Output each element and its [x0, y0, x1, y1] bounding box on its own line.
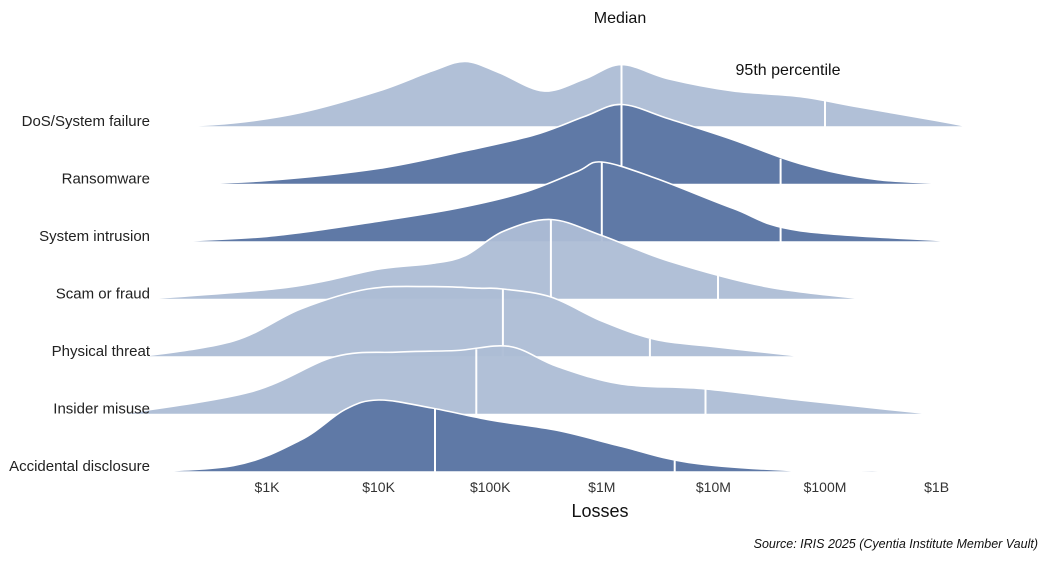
- ridge-dos-system-failure: [168, 60, 971, 128]
- ridge-system-intrusion: [150, 161, 971, 243]
- category-label-accidental-disclosure: Accidental disclosure: [9, 458, 150, 475]
- x-tick-label: $1K: [255, 479, 281, 495]
- category-label-scam-or-fraud: Scam or fraud: [56, 286, 150, 303]
- x-tick-label: $10K: [362, 479, 395, 495]
- x-tick-label: $100M: [804, 479, 847, 495]
- density-area-accidental-disclosure: [126, 399, 957, 473]
- source-note: Source: IRIS 2025 (Cyentia Institute Mem…: [754, 537, 1038, 551]
- ridge-accidental-disclosure: [126, 399, 957, 473]
- category-labels: DoS/System failure Ransomware System intru…: [9, 113, 151, 475]
- ridge-ransomware: [168, 103, 982, 186]
- x-tick-label: $1B: [924, 479, 949, 495]
- density-area-scam-or-fraud: [138, 218, 870, 301]
- ridge-scam-or-fraud: [138, 218, 870, 301]
- density-area-insider-misuse: [116, 345, 937, 416]
- x-tick-label: $100K: [470, 479, 511, 495]
- density-area-physical-threat: [137, 285, 808, 358]
- x-axis-ticks: $1K $10K $100K $1M $10M $100M $1B: [255, 479, 950, 495]
- p95-annotation: 95th percentile: [736, 62, 841, 79]
- category-label-insider-misuse: Insider misuse: [53, 401, 150, 418]
- density-area-dos-system-failure: [168, 60, 971, 128]
- ridge-insider-misuse: [116, 345, 937, 416]
- median-annotation: Median: [594, 10, 646, 27]
- density-area-ransomware: [168, 103, 982, 186]
- density-area-system-intrusion: [150, 161, 971, 243]
- category-label-dos-system-failure: DoS/System failure: [22, 113, 150, 130]
- category-label-ransomware: Ransomware: [62, 171, 150, 188]
- x-tick-label: $10M: [696, 479, 731, 495]
- category-label-physical-threat: Physical threat: [52, 343, 151, 360]
- x-tick-label: $1M: [588, 479, 615, 495]
- ridges-group: [116, 60, 982, 473]
- x-axis-label: Losses: [571, 501, 628, 521]
- category-label-system-intrusion: System intrusion: [39, 228, 150, 245]
